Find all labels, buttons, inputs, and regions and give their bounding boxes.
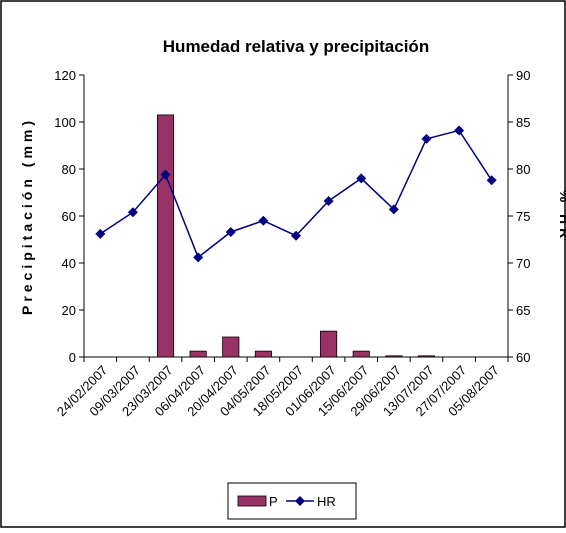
marker (160, 169, 171, 180)
marker (258, 215, 269, 226)
marker (454, 125, 465, 136)
marker (486, 175, 497, 186)
y2-tick-label: 70 (516, 256, 530, 271)
marker (127, 207, 138, 218)
marker (356, 173, 367, 184)
marker (421, 133, 432, 144)
y-tick-label: 100 (54, 115, 76, 130)
y-axis-label: Precipitación (mm) (19, 117, 35, 315)
y-tick-label: 60 (62, 209, 76, 224)
chart-title: Humedad relativa y precipitación (163, 37, 429, 56)
bar (352, 350, 370, 358)
y2-tick-label: 75 (516, 209, 530, 224)
y-tick-label: 20 (62, 303, 76, 318)
y2-tick-label: 85 (516, 115, 530, 130)
bar (222, 336, 240, 358)
marker (95, 228, 106, 239)
y2-tick-label: 90 (516, 68, 530, 83)
marker (193, 252, 204, 263)
bar (417, 355, 436, 358)
legend-label: HR (317, 494, 336, 509)
y2-tick-label: 80 (516, 162, 530, 177)
marker (388, 204, 399, 215)
bar (254, 350, 272, 358)
y-tick-label: 80 (62, 162, 76, 177)
bar (189, 350, 207, 358)
marker (291, 230, 301, 241)
marker (323, 195, 334, 206)
bar (320, 330, 338, 358)
y-tick-label: 120 (54, 68, 76, 83)
legend-swatch (237, 495, 267, 507)
bar (156, 114, 175, 358)
legend-marker (295, 496, 305, 506)
y-tick-label: 40 (62, 256, 76, 271)
y2-axis-label: % HR (557, 190, 566, 243)
marker (225, 226, 236, 237)
bar (385, 355, 403, 358)
y-tick-label: 0 (69, 350, 76, 365)
y2-tick-label: 65 (516, 303, 530, 318)
y2-tick-label: 60 (516, 350, 530, 365)
legend-label: P (269, 494, 278, 509)
